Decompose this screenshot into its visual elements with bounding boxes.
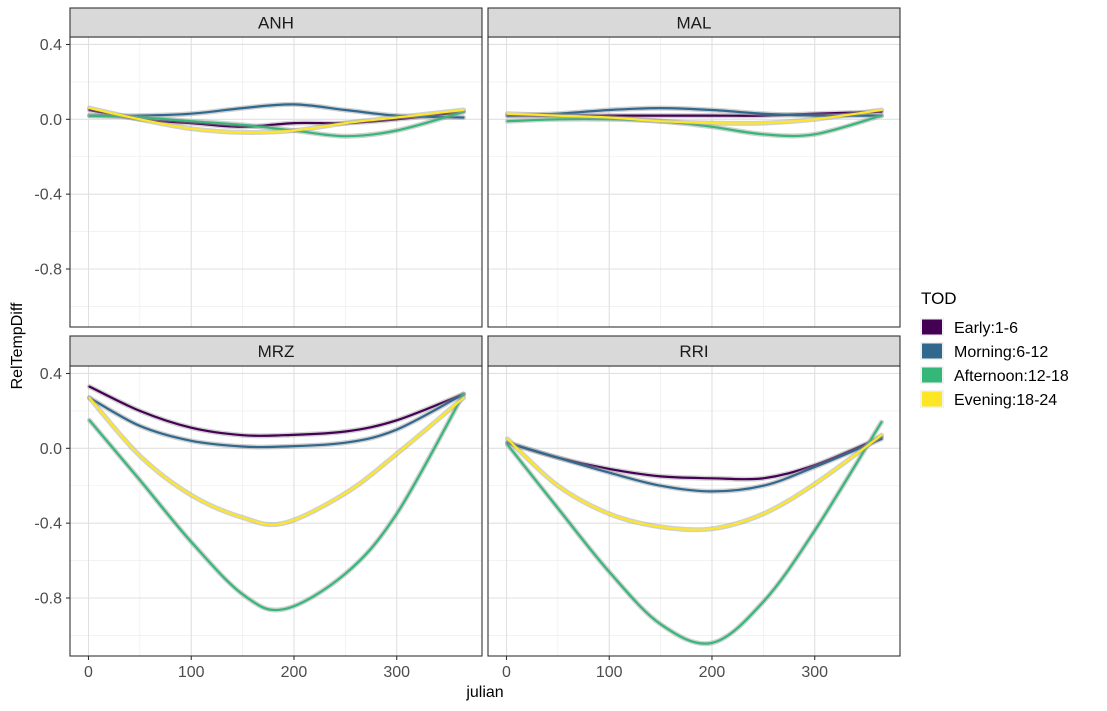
panel-anh: ANH -0.8 -0.4 0.0 0.4 [34,7,483,328]
x-tick-label: 200 [699,664,726,681]
series-line-afternoon [88,393,465,612]
y-tick-label: 0.4 [40,366,62,383]
series-line-morning [506,106,883,117]
strip-background [487,7,901,38]
legend-swatch-afternoon [922,367,942,383]
y-tick-label: -0.4 [34,516,62,533]
panel-background [70,37,482,327]
y-axis-title: RelTempDiff [9,302,26,389]
panel-background [488,366,900,656]
series-line-evening [506,434,883,531]
strip-background [69,7,483,38]
legend-swatch-early [922,319,942,335]
panel-background [488,37,900,327]
series-line-evening [88,396,465,526]
strip-label: ANH [258,14,294,33]
x-tick-label: 200 [281,664,308,681]
y-tick-label: 0.4 [40,37,62,54]
x-tick-label: 0 [84,664,93,681]
y-tick-label: -0.8 [34,591,62,608]
legend-label-evening: Evening:18-24 [954,392,1057,409]
series-line-morning [506,437,883,493]
series-line-evening [88,107,465,134]
x-tick-label: 300 [383,664,410,681]
series-line-afternoon [506,114,883,138]
legend-swatch-evening [922,391,942,407]
y-tick-label: -0.8 [34,262,62,279]
y-tick-label: 0.0 [40,112,62,129]
series-line-evening [506,108,883,125]
strip-label: RRI [679,342,708,361]
series-line-afternoon [88,110,465,138]
series-line-morning [88,393,465,449]
series-line-morning [88,103,465,119]
panel-rri: RRI 0 100 200 300 [487,335,901,681]
x-tick-label: 0 [502,664,511,681]
x-tick-label: 100 [596,664,623,681]
panel-mal: MAL [487,7,901,328]
panel-mrz: MRZ -0.8 -0.4 0.0 0.4 0 100 200 300 [34,335,483,681]
strip-label: MAL [677,14,712,33]
strip-label: MRZ [258,342,295,361]
legend-swatch-morning [922,343,942,359]
legend-label-morning: Morning:6-12 [954,344,1048,361]
y-tick-label: -0.4 [34,187,62,204]
legend-label-early: Early:1-6 [954,320,1018,337]
legend-label-afternoon: Afternoon:12-18 [954,368,1069,385]
legend-title: TOD [921,289,957,308]
legend: TOD Early:1-6 Morning:6-12 Afternoon:12-18 E… [920,289,1069,409]
series-line-afternoon [506,421,883,645]
y-tick-label: 0.0 [40,441,62,458]
x-tick-label: 300 [801,664,828,681]
series-line-early [88,385,465,438]
x-axis-title: julian [465,684,503,701]
x-tick-label: 100 [178,664,205,681]
strip-background [69,335,483,367]
strip-background [487,335,901,367]
